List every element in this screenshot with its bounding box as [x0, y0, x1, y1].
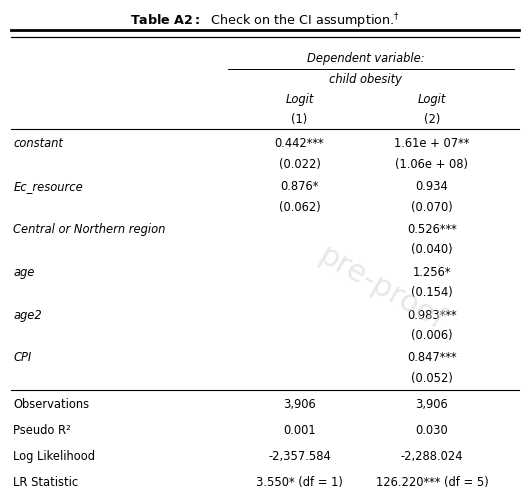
Text: -2,288.024: -2,288.024 — [401, 450, 463, 463]
Text: (1.06e + 08): (1.06e + 08) — [395, 158, 469, 171]
Text: 0.001: 0.001 — [283, 424, 316, 437]
Text: (0.070): (0.070) — [411, 201, 453, 214]
Text: $\mathbf{Table\ A2:}$  Check on the CI assumption.$^{\dagger}$: $\mathbf{Table\ A2:}$ Check on the CI as… — [130, 12, 400, 31]
Text: 0.983***: 0.983*** — [407, 309, 457, 321]
Text: (0.040): (0.040) — [411, 244, 453, 256]
Text: Observations: Observations — [13, 398, 90, 411]
Text: 1.256*: 1.256* — [413, 266, 451, 279]
Text: (0.006): (0.006) — [411, 329, 453, 342]
Text: (0.062): (0.062) — [279, 201, 320, 214]
Text: Pseudo R²: Pseudo R² — [13, 424, 71, 437]
Text: 0.847***: 0.847*** — [407, 351, 457, 364]
Text: Logit: Logit — [285, 93, 314, 106]
Text: 3,906: 3,906 — [283, 398, 316, 411]
Text: Logit: Logit — [418, 93, 446, 106]
Text: Dependent variable:: Dependent variable: — [307, 52, 425, 65]
Text: 0.030: 0.030 — [416, 424, 448, 437]
Text: age2: age2 — [13, 309, 42, 321]
Text: LR Statistic: LR Statistic — [13, 476, 78, 487]
Text: child obesity: child obesity — [329, 73, 402, 86]
Text: 0.934: 0.934 — [416, 180, 448, 193]
Text: pre-proof: pre-proof — [314, 241, 449, 336]
Text: 0.876*: 0.876* — [280, 180, 319, 193]
Text: 0.442***: 0.442*** — [275, 137, 324, 150]
Text: constant: constant — [13, 137, 63, 150]
Text: (0.022): (0.022) — [278, 158, 321, 171]
Text: CPI: CPI — [13, 351, 31, 364]
Text: (0.052): (0.052) — [411, 372, 453, 385]
Text: Ec_resource: Ec_resource — [13, 180, 83, 193]
Text: 3.550* (df = 1): 3.550* (df = 1) — [256, 476, 343, 487]
Text: 0.526***: 0.526*** — [407, 223, 457, 236]
Text: Log Likelihood: Log Likelihood — [13, 450, 95, 463]
Text: Central or Northern region: Central or Northern region — [13, 223, 165, 236]
Text: 3,906: 3,906 — [416, 398, 448, 411]
Text: 126.220*** (df = 5): 126.220*** (df = 5) — [376, 476, 488, 487]
Text: -2,357.584: -2,357.584 — [268, 450, 331, 463]
Text: (0.154): (0.154) — [411, 286, 453, 299]
Text: 1.61e + 07**: 1.61e + 07** — [394, 137, 470, 150]
Text: (1): (1) — [292, 112, 307, 126]
Text: (2): (2) — [424, 112, 440, 126]
Text: age: age — [13, 266, 34, 279]
